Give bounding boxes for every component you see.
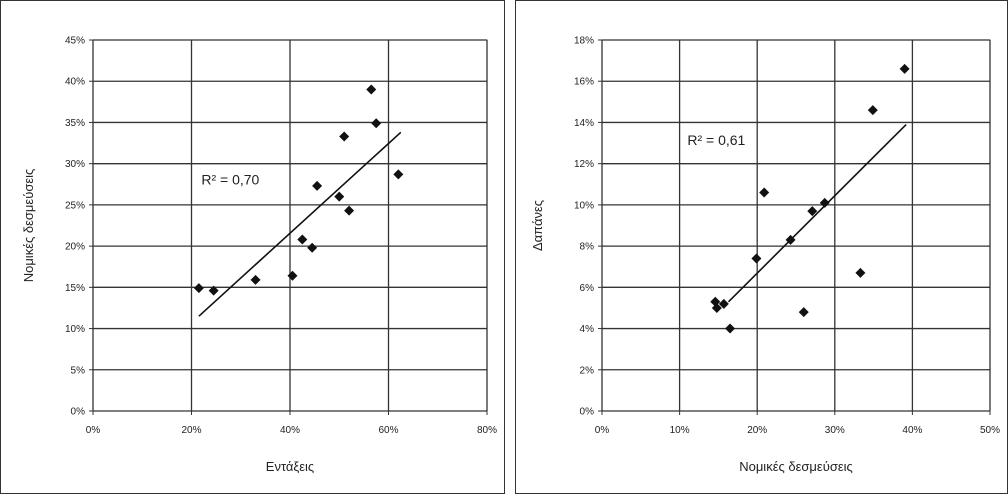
chart-1-data-point xyxy=(819,197,830,208)
chart-0-data-point xyxy=(287,270,298,281)
chart-1-x-tick-label: 50% xyxy=(980,425,1000,436)
scatter-chart-left: 0% 5% 10% 15% 20% 25% 30% 35% 40% 45% 0% 20% 40% 60% 8… xyxy=(21,36,497,475)
chart-0-y-tick-label: 40% xyxy=(65,77,85,88)
chart-0-y-tick-label: 5% xyxy=(71,365,86,376)
chart-0-data-point xyxy=(366,84,377,95)
chart-0-y-tick-label: 20% xyxy=(65,242,85,253)
chart-1-data-point xyxy=(711,302,722,313)
chart-1-x-tick-label: 20% xyxy=(747,425,767,436)
chart-0-y-tick-label: 35% xyxy=(65,118,85,129)
chart-1-y-tick-label: 6% xyxy=(580,283,595,294)
chart-0-data-point xyxy=(371,118,382,129)
chart-1-y-tick-label: 10% xyxy=(574,200,594,211)
chart-1-x-axis-title: Νομικές δεσμεύσεις xyxy=(739,459,853,474)
chart-0-y-tick-label: 0% xyxy=(71,407,86,418)
chart-0-data-point xyxy=(307,242,318,253)
chart-0-y-tick-label: 45% xyxy=(65,36,85,47)
chart-1-x-tick-label: 0% xyxy=(595,425,610,436)
chart-0-data-point xyxy=(208,285,219,296)
chart-1-y-tick-label: 8% xyxy=(580,242,595,253)
chart-1-plot-area xyxy=(601,39,991,412)
chart-0-x-tick-label: 40% xyxy=(280,425,300,436)
chart-1-y-tick-label: 18% xyxy=(574,36,594,47)
chart-0-data-point xyxy=(250,274,261,285)
chart-0-x-axis-title: Εντάξεις xyxy=(266,459,314,474)
chart-1-data-point xyxy=(867,105,878,116)
chart-1-y-tick-label: 14% xyxy=(574,118,594,129)
chart-0-data-point xyxy=(393,169,404,180)
chart-1-x-tick-label: 10% xyxy=(670,425,690,436)
chart-1-y-tick-label: 16% xyxy=(574,77,594,88)
chart-1-data-point xyxy=(807,206,818,217)
chart-0-x-tick-label: 80% xyxy=(477,425,497,436)
chart-panel-right: 0% 2% 4% 6% 8% 10% 12% 14% 16% 18% 0% 10% 20% 30% 40% 5… xyxy=(515,0,1008,494)
chart-1-trendline xyxy=(727,123,907,303)
chart-0-y-tick-label: 30% xyxy=(65,159,85,170)
chart-1-data-point xyxy=(899,63,910,74)
chart-1-x-tick-label: 40% xyxy=(902,425,922,436)
chart-panel-left: 0% 5% 10% 15% 20% 25% 30% 35% 40% 45% 0% 20% 40% 60% 8… xyxy=(0,0,505,494)
chart-0-data-point xyxy=(312,180,323,191)
chart-1-data-point xyxy=(710,296,721,307)
chart-1-y-tick-label: 4% xyxy=(580,324,595,335)
chart-1-data-point xyxy=(725,323,736,334)
chart-1-data-point xyxy=(759,187,770,198)
chart-1-y-tick-label: 2% xyxy=(580,365,595,376)
chart-0-r2-annotation: R² = 0,70 xyxy=(201,171,259,187)
chart-1-data-point xyxy=(798,307,809,318)
chart-0-data-point xyxy=(193,283,204,294)
chart-0-data-point xyxy=(344,205,355,216)
chart-1-x-tick-label: 30% xyxy=(825,425,845,436)
chart-0-y-axis-title: Νομικές δεσμεύσεις xyxy=(21,169,36,283)
chart-1-y-tick-label: 12% xyxy=(574,159,594,170)
chart-1-y-axis-title: Δαπάνες xyxy=(530,200,545,251)
chart-0-data-point xyxy=(339,131,350,142)
chart-0-x-tick-label: 0% xyxy=(86,425,101,436)
chart-1-data-point xyxy=(785,234,796,245)
chart-1-r2-annotation: R² = 0,61 xyxy=(687,132,745,148)
scatter-chart-right: 0% 2% 4% 6% 8% 10% 12% 14% 16% 18% 0% 10% 20% 30% 40% 5… xyxy=(530,36,1000,475)
chart-0-x-tick-label: 20% xyxy=(181,425,201,436)
chart-0-y-tick-label: 10% xyxy=(65,324,85,335)
chart-0-trendline xyxy=(198,131,402,317)
chart-0-y-tick-label: 15% xyxy=(65,283,85,294)
chart-1-data-point xyxy=(751,253,762,264)
chart-0-data-point xyxy=(297,234,308,245)
chart-1-data-point xyxy=(855,267,866,278)
chart-0-x-tick-label: 60% xyxy=(378,425,398,436)
chart-0-y-tick-label: 25% xyxy=(65,200,85,211)
chart-1-data-point xyxy=(718,298,729,309)
chart-1-y-tick-label: 0% xyxy=(580,407,595,418)
chart-0-data-point xyxy=(334,191,345,202)
